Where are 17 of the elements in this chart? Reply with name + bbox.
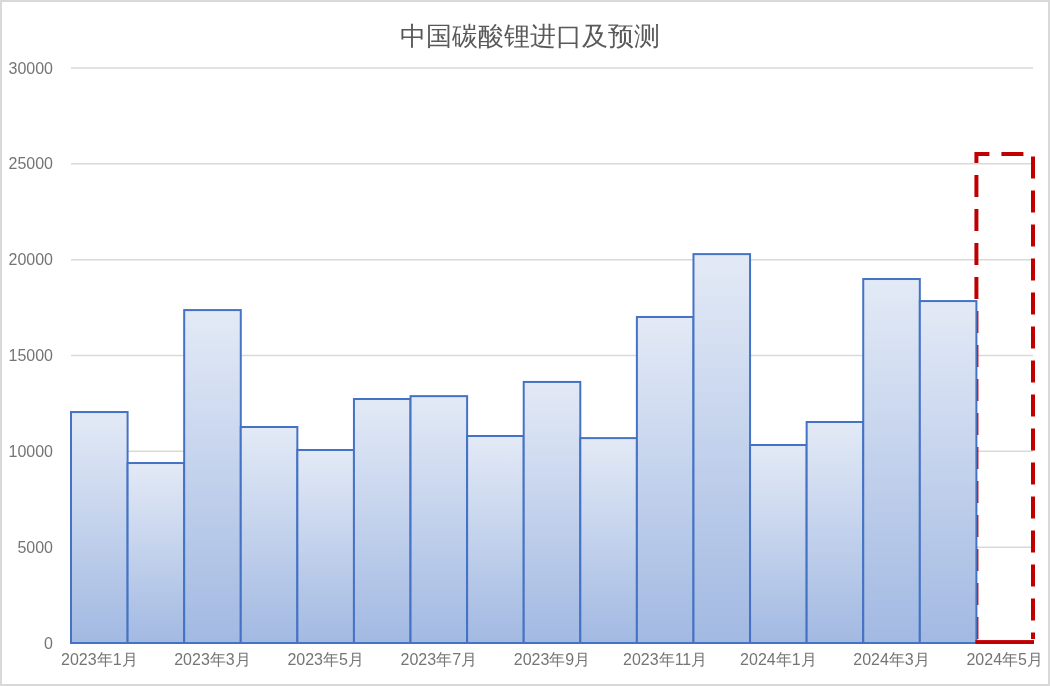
y-tick-label: 20000: [8, 251, 54, 269]
x-tick-label: 2023年5月: [287, 651, 364, 668]
y-tick-label: 15000: [8, 347, 54, 365]
y-tick-label: 5000: [17, 538, 54, 556]
chart-title: 中国碳酸锂进口及预测: [400, 21, 660, 51]
x-tick-label: 2023年9月: [513, 651, 591, 668]
y-tick-label: 0: [44, 634, 54, 652]
x-tick-label: 2023年1月: [61, 651, 138, 668]
y-tick-label: 25000: [8, 155, 54, 173]
x-tick-label: 2023年7月: [400, 651, 478, 668]
x-tick-label: 2024年1月: [740, 651, 817, 668]
x-tick-label: 2024年5月: [966, 651, 1043, 668]
y-tick-label: 10000: [8, 442, 54, 460]
x-tick-label: 2023年3月: [174, 651, 251, 668]
y-tick-label: 30000: [8, 59, 54, 77]
x-tick-label: 2024年3月: [853, 651, 930, 668]
x-tick-label: 2023年11月: [623, 651, 708, 668]
